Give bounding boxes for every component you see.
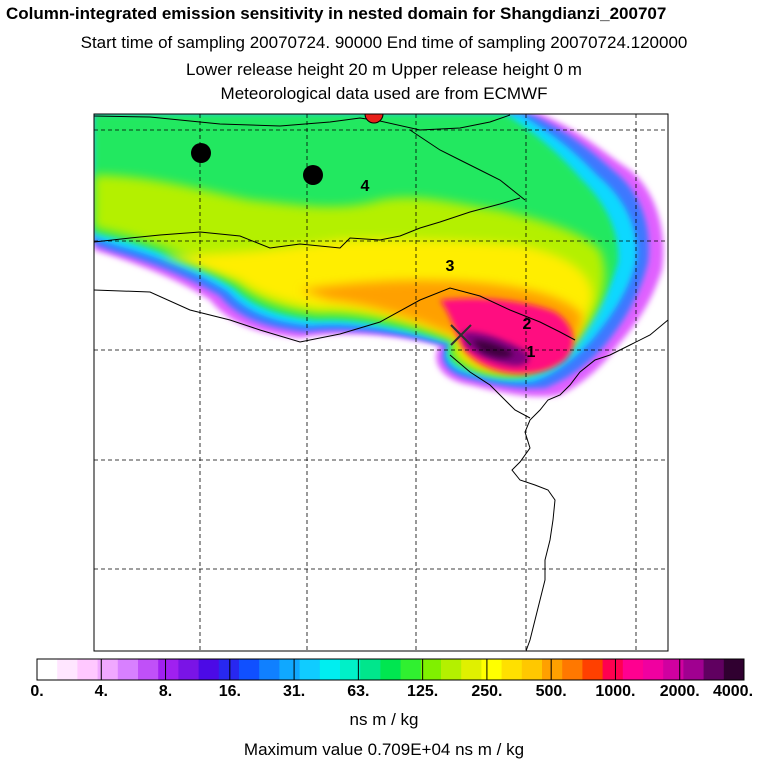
colorbar-swatch [218, 659, 240, 680]
border-line-inner [449, 354, 531, 419]
colorbar-tick-label: 0. [30, 683, 44, 700]
colorbar-swatch [77, 659, 99, 680]
colorbar-swatch [259, 659, 280, 680]
receptor-x-marker [450, 324, 472, 346]
grid-lines [94, 114, 668, 651]
sampling-time-line: Start time of sampling 20070724. 90000 E… [80, 33, 688, 52]
colorbar-swatch [319, 659, 341, 680]
colorbar-tick-label: 63. [347, 683, 370, 700]
colorbar-swatch [703, 659, 725, 680]
colorbar-tick-label: 4000. [712, 683, 754, 700]
colorbar-tick-label: 16. [218, 683, 241, 700]
red-dot-marker [364, 113, 384, 124]
colorbar-swatch [683, 659, 705, 680]
colorbar-units-label: ns m / kg [349, 710, 419, 729]
colorbar-swatch [340, 659, 361, 680]
colorbar-swatch [663, 659, 684, 680]
colorbar-swatch [622, 659, 644, 680]
boundary-lines [94, 114, 668, 651]
colorbar-swatch [198, 659, 220, 680]
contour-label: 1 [527, 344, 536, 361]
colorbar-tick-label: 250. [471, 683, 503, 700]
border-line-south [94, 287, 576, 343]
border-line-east [409, 129, 526, 201]
border-line-middle [94, 197, 521, 249]
contour-label: 2 [523, 316, 532, 333]
colorbar-tick-label: 500. [535, 683, 567, 700]
contour-label: 3 [446, 258, 455, 275]
colorbar-swatch [138, 659, 159, 680]
colorbar-swatch [521, 659, 543, 680]
colorbar-swatch [602, 659, 624, 680]
colorbar-swatch [441, 659, 462, 680]
colorbar-swatch [117, 659, 139, 680]
colorbar [36, 658, 745, 681]
colorbar-swatch [97, 659, 119, 680]
border-line-north [94, 114, 511, 131]
colorbar-swatch [360, 659, 381, 680]
colorbar-frame [36, 658, 745, 681]
coastline [511, 319, 668, 651]
colorbar-swatch [400, 659, 422, 680]
colorbar-tick-label: 2000. [659, 683, 700, 700]
maximum-value-label: Maximum value 0.709E+04 ns m / kg [243, 740, 525, 759]
sensitivity-field [94, 114, 664, 397]
colorbar-tick-label: 1000. [595, 683, 636, 700]
colorbar-swatch [239, 659, 260, 680]
contour-label: 4 [361, 178, 370, 195]
colorbar-swatch [481, 659, 503, 680]
meteorological-data-line: Meteorological data used are from ECMWF [220, 84, 548, 103]
colorbar-swatch [299, 659, 321, 680]
colorbar-tick-label: 8. [158, 683, 173, 700]
colorbar-tick-label: 4. [94, 683, 108, 700]
colorbar-tick-label: 125. [407, 683, 439, 700]
black-dot-marker [191, 143, 211, 163]
colorbar-swatch [380, 659, 402, 680]
colorbar-swatch [562, 659, 583, 680]
colorbar-swatch [501, 659, 523, 680]
colorbar-swatch [57, 659, 78, 680]
colorbar-swatch [723, 659, 745, 680]
core-layer-dark [472, 340, 514, 358]
colorbar-swatch [420, 659, 442, 680]
colorbar-swatch [37, 659, 58, 680]
colorbar-swatch [582, 659, 604, 680]
black-dot-marker [303, 165, 323, 185]
pink-layer [440, 298, 573, 374]
colorbar-swatch [279, 659, 301, 680]
colorbar-swatch [178, 659, 200, 680]
colorbar-swatch [542, 659, 563, 680]
map-title: Column-integrated emission sensitivity i… [6, 4, 667, 23]
colorbar-swatch [158, 659, 179, 680]
colorbar-swatch [461, 659, 482, 680]
release-height-line: Lower release height 20 m Upper release … [186, 60, 582, 79]
colorbar-swatch [643, 659, 664, 680]
colorbar-tick-label: 31. [282, 683, 306, 700]
